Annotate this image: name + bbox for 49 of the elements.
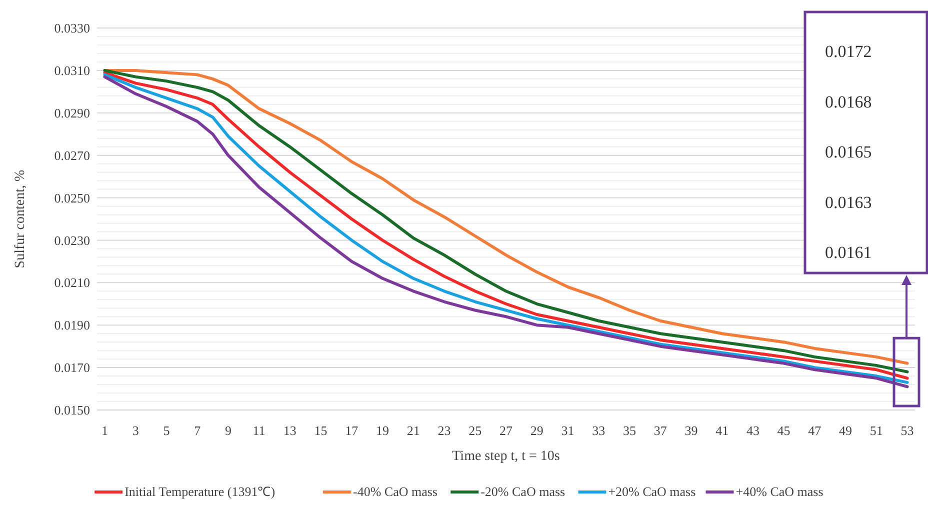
y-tick-label: 0.0230 bbox=[54, 232, 90, 248]
y-tick-label: 0.0250 bbox=[54, 190, 90, 206]
legend-label: -20% CaO mass bbox=[480, 484, 566, 499]
x-tick-label: 51 bbox=[870, 423, 883, 438]
x-tick-label: 47 bbox=[808, 423, 822, 438]
legend-label: +20% CaO mass bbox=[608, 484, 696, 499]
legend-label: Initial Temperature (1391℃) bbox=[124, 484, 276, 499]
legend-label: +40% CaO mass bbox=[736, 484, 824, 499]
y-tick-label: 0.0190 bbox=[54, 318, 90, 333]
x-axis-title: Time step t, t = 10s bbox=[452, 449, 560, 464]
legend-label: -40% CaO mass bbox=[353, 484, 438, 499]
x-tick-label: 53 bbox=[900, 423, 914, 438]
y-tick-label: 0.0310 bbox=[54, 62, 90, 78]
x-tick-label: 3 bbox=[132, 423, 139, 438]
x-tick-label: 1 bbox=[101, 423, 108, 438]
x-tick-label: 21 bbox=[406, 423, 420, 438]
x-tick-label: 7 bbox=[194, 423, 202, 438]
x-tick-label: 23 bbox=[438, 423, 451, 438]
y-axis-title: Sulfur content, % bbox=[13, 169, 28, 268]
y-tick-label: 0.0290 bbox=[54, 105, 90, 120]
x-tick-label: 13 bbox=[283, 423, 296, 438]
x-tick-label: 43 bbox=[746, 423, 760, 438]
x-tick-label: 25 bbox=[468, 423, 482, 438]
annotation: 0.0168 bbox=[825, 92, 872, 112]
x-tick-label: 49 bbox=[839, 423, 852, 438]
annotation: 0.0163 bbox=[825, 192, 872, 212]
x-tick-label: 45 bbox=[777, 423, 790, 438]
annotation: 0.0165 bbox=[825, 142, 872, 162]
y-tick-label: 0.0330 bbox=[54, 20, 90, 36]
annotation: 0.0172 bbox=[825, 42, 872, 61]
x-tick-label: 19 bbox=[376, 423, 390, 438]
x-tick-label: 27 bbox=[500, 423, 513, 438]
y-tick-label: 0.0150 bbox=[54, 402, 90, 418]
x-tick-label: 9 bbox=[224, 423, 232, 438]
x-tick-label: 41 bbox=[716, 423, 729, 438]
x-tick-label: 31 bbox=[561, 423, 574, 438]
annotation: 0.0161 bbox=[825, 243, 872, 262]
x-tick-label: 15 bbox=[314, 423, 328, 438]
y-tick-label: 0.0170 bbox=[54, 360, 90, 376]
x-tick-label: 11 bbox=[252, 423, 266, 438]
y-tick-label: 0.0210 bbox=[54, 275, 90, 290]
x-tick-label: 39 bbox=[684, 423, 698, 438]
x-tick-label: 17 bbox=[345, 423, 359, 438]
x-tick-label: 5 bbox=[163, 423, 170, 438]
x-tick-label: 29 bbox=[530, 423, 544, 438]
x-tick-label: 37 bbox=[654, 423, 668, 438]
x-tick-label: 33 bbox=[592, 423, 606, 438]
x-tick-label: 35 bbox=[622, 423, 636, 438]
y-tick-label: 0.0270 bbox=[54, 148, 90, 163]
